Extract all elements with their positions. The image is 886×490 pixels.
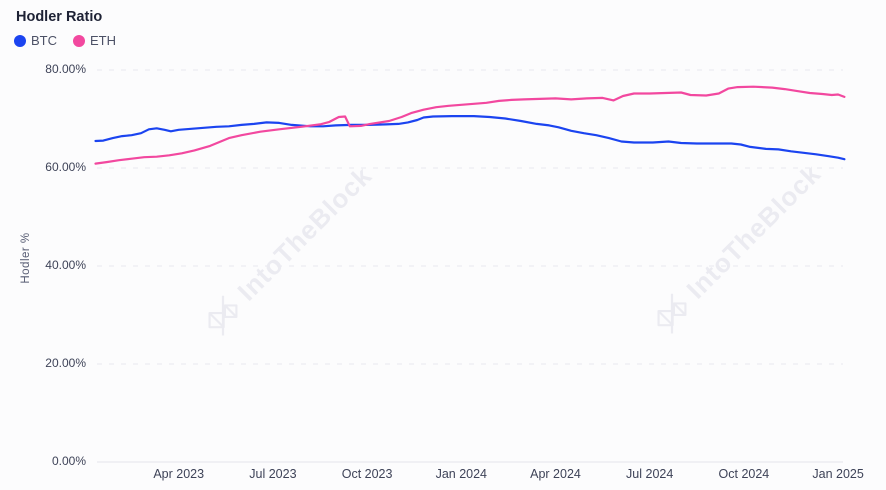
y-tick-label: 40.00%: [45, 258, 86, 272]
eth-legend-label: ETH: [90, 33, 116, 48]
page-title: Hodler Ratio: [16, 9, 103, 25]
chart-legend: BTC ETH: [14, 33, 116, 48]
x-tick-label: Oct 2023: [341, 467, 393, 481]
y-tick-label: 80.00%: [45, 62, 86, 76]
eth-legend-dot-icon: [73, 34, 85, 47]
legend-item-btc[interactable]: BTC: [14, 33, 57, 48]
x-tick-label: Oct 2024: [718, 467, 770, 481]
x-tick-label: Jul 2024: [626, 467, 674, 481]
x-tick-label: Apr 2024: [530, 467, 581, 481]
y-tick-label: 0.00%: [51, 454, 86, 468]
btc-legend-dot-icon: [14, 34, 26, 47]
x-tick-label: Jan 2025: [812, 467, 864, 481]
y-tick-label: 60.00%: [45, 160, 86, 174]
btc-line: [94, 114, 846, 161]
x-tick-label: Jul 2023: [249, 467, 297, 481]
x-tick-label: Apr 2023: [153, 467, 205, 481]
eth-line: [94, 85, 846, 165]
y-tick-label: 20.00%: [45, 356, 86, 370]
btc-legend-label: BTC: [31, 33, 57, 48]
legend-item-eth[interactable]: ETH: [73, 33, 116, 48]
x-tick-label: Jan 2024: [435, 467, 488, 481]
